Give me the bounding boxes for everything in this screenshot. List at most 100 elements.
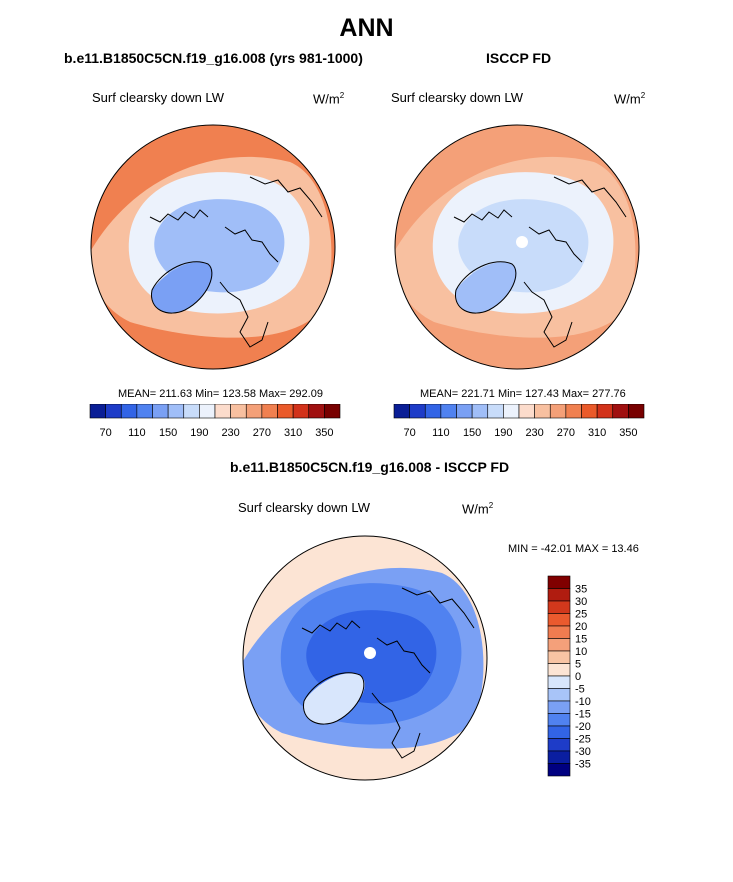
coastline-4 bbox=[528, 226, 583, 263]
region-greenland bbox=[151, 262, 213, 314]
colorbar-box bbox=[393, 404, 410, 419]
colorbar-tick-label: 70 bbox=[100, 427, 112, 439]
colorbar-tick-label: 190 bbox=[190, 427, 208, 439]
colorbar-tick-label: 15 bbox=[575, 634, 587, 646]
colorbar-tick-label: 110 bbox=[128, 427, 146, 439]
colorbar-box bbox=[547, 763, 571, 777]
colorbar-tick-label: 230 bbox=[221, 427, 239, 439]
colorbar-box bbox=[547, 750, 571, 764]
colorbar-tick-label: 150 bbox=[463, 427, 481, 439]
colorbar-box bbox=[547, 700, 571, 714]
region-greenland bbox=[455, 262, 517, 314]
map-boundary bbox=[394, 124, 640, 370]
colorbar-box bbox=[487, 404, 504, 419]
colorbar-tick-label: -35 bbox=[575, 759, 591, 771]
coastline-1 bbox=[303, 672, 365, 725]
colorbar-box bbox=[230, 404, 247, 419]
coastline-2 bbox=[371, 692, 421, 759]
colorbar-box bbox=[612, 404, 629, 419]
coastline-0 bbox=[453, 209, 513, 223]
map-boundary bbox=[90, 124, 336, 370]
colorbar-box bbox=[89, 404, 106, 419]
map-boundary bbox=[242, 535, 488, 781]
panel-3-units: W/m2 bbox=[462, 501, 494, 517]
panel-2-variable-label: Surf clearsky down LW bbox=[391, 90, 523, 105]
missing-data-pole bbox=[364, 647, 376, 659]
colorbar-box bbox=[547, 588, 571, 602]
colorbar-box bbox=[565, 404, 582, 419]
panel-1-stats: MEAN= 211.63 Min= 123.58 Max= 292.09 bbox=[118, 388, 323, 400]
panel-1-colorbar: 70 110 150 190 230 270 310 350 bbox=[89, 404, 341, 439]
colorbar-tick-label: 270 bbox=[557, 427, 575, 439]
colorbar-box bbox=[547, 738, 571, 752]
colorbar-box bbox=[547, 625, 571, 639]
panel-1-polar-map bbox=[90, 124, 336, 370]
colorbar-box bbox=[214, 404, 231, 419]
colorbar-box bbox=[628, 404, 645, 419]
colorbar-box bbox=[245, 404, 263, 419]
coastline-1 bbox=[455, 261, 517, 314]
colorbar-tick-label: 35 bbox=[575, 584, 587, 596]
colorbar-box bbox=[518, 404, 535, 419]
colorbar-tick-label: -30 bbox=[575, 746, 591, 758]
panel-3-stats: MIN = -42.01 MAX = 13.46 bbox=[508, 543, 639, 555]
panel-2-stats: MEAN= 221.71 Min= 127.43 Max= 277.76 bbox=[420, 388, 626, 400]
panel-1-map-field bbox=[90, 124, 336, 370]
colorbar-box bbox=[503, 404, 520, 419]
colorbar-box bbox=[456, 404, 473, 419]
coastline-0 bbox=[301, 620, 361, 634]
colorbar-box bbox=[277, 404, 294, 419]
colorbar-tick-label: 350 bbox=[315, 427, 333, 439]
colorbar-box bbox=[409, 404, 426, 419]
colorbar-box bbox=[581, 404, 598, 419]
colorbar-box bbox=[105, 404, 122, 419]
colorbar-box bbox=[547, 725, 571, 739]
page-title: ANN bbox=[339, 14, 394, 42]
colorbar-box bbox=[547, 688, 571, 702]
coastline-3 bbox=[249, 176, 323, 218]
colorbar-box bbox=[324, 404, 341, 419]
missing-data-pole bbox=[516, 236, 528, 248]
region-greenland bbox=[303, 673, 365, 725]
colorbar-tick-label: 30 bbox=[575, 596, 587, 608]
panel-1-units: W/m2 bbox=[313, 91, 345, 107]
colorbar-tick-label: 230 bbox=[525, 427, 543, 439]
colorbar-box bbox=[547, 650, 571, 664]
coastline-3 bbox=[401, 587, 475, 629]
colorbar-tick-label: 270 bbox=[253, 427, 271, 439]
colorbar-box bbox=[292, 404, 310, 419]
panel-2-map-field bbox=[394, 124, 640, 370]
colorbar-tick-label: 5 bbox=[575, 659, 581, 671]
colorbar-box bbox=[308, 404, 325, 419]
colorbar-tick-label: 110 bbox=[432, 427, 450, 439]
panel-3-title: b.e11.B1850C5CN.f19_g16.008 - ISCCP FD bbox=[230, 459, 510, 475]
colorbar-box bbox=[547, 663, 571, 677]
colorbar-box bbox=[199, 404, 216, 419]
panel-2-colorbar: 70 110 150 190 230 270 310 350 bbox=[393, 404, 645, 439]
panel-3-polar-map bbox=[242, 535, 488, 781]
colorbar-box bbox=[547, 600, 571, 614]
coastline-2 bbox=[219, 281, 269, 348]
panel-1-variable-label: Surf clearsky down LW bbox=[92, 90, 224, 105]
colorbar-tick-label: 20 bbox=[575, 621, 587, 633]
colorbar-tick-label: -25 bbox=[575, 734, 591, 746]
colorbar-box bbox=[152, 404, 169, 419]
panel-2-title: ISCCP FD bbox=[486, 50, 552, 66]
panel-2-polar-map bbox=[394, 124, 640, 370]
panel-3-map-field bbox=[242, 535, 488, 781]
colorbar-box bbox=[596, 404, 614, 419]
colorbar-tick-label: -5 bbox=[575, 684, 585, 696]
colorbar-box bbox=[424, 404, 442, 419]
colorbar-box bbox=[471, 404, 489, 419]
colorbar-box bbox=[261, 404, 278, 419]
colorbar-tick-label: -10 bbox=[575, 696, 591, 708]
colorbar-tick-label: 190 bbox=[494, 427, 512, 439]
colorbar-tick-label: 0 bbox=[575, 671, 581, 683]
coastline-3 bbox=[553, 176, 627, 218]
colorbar-tick-label: 25 bbox=[575, 609, 587, 621]
colorbar-box bbox=[547, 713, 571, 727]
colorbar-box bbox=[547, 613, 571, 627]
colorbar-tick-label: 150 bbox=[159, 427, 177, 439]
colorbar-tick-label: -20 bbox=[575, 721, 591, 733]
